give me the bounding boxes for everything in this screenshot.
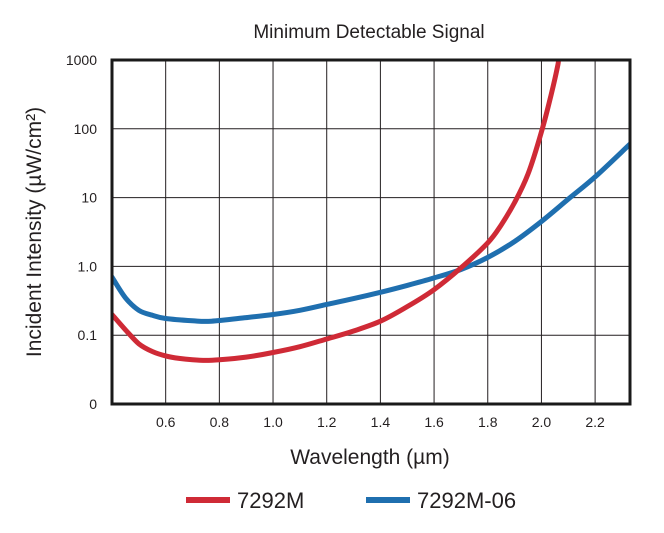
x-tick-labels: 0.6 0.8 1.0 1.2 1.4 1.6 1.8 2.0 2.2 (156, 414, 605, 430)
y-tick-label: 100 (74, 121, 98, 137)
y-tick-label: 1000 (66, 52, 97, 68)
x-tick-label: 1.6 (424, 414, 444, 430)
x-tick-label: 2.2 (585, 414, 605, 430)
plot-frame (110, 58, 632, 406)
y-tick-label: 0 (89, 396, 97, 412)
x-axis-label: Wavelength (µm) (290, 446, 450, 469)
y-tick-label: 0.1 (78, 327, 98, 343)
x-tick-label: 2.0 (532, 414, 552, 430)
grid (112, 60, 630, 404)
y-tick-labels: 0 0.1 1.0 10 100 1000 (66, 52, 97, 412)
y-axis-label: Incident Intensity (µW/cm²) (23, 107, 46, 357)
chart-title: Minimum Detectable Signal (253, 22, 484, 43)
x-tick-label: 1.8 (478, 414, 498, 430)
y-tick-label: 10 (81, 190, 97, 206)
x-tick-label: 1.2 (317, 414, 337, 430)
legend-label: 7292M (237, 488, 304, 513)
y-tick-label: 1.0 (78, 258, 98, 274)
series-line-0 (112, 60, 561, 363)
x-tick-label: 0.8 (210, 414, 230, 430)
legend-label: 7292M-06 (417, 488, 516, 513)
legend: 7292M 7292M-06 (186, 488, 516, 513)
series-line-1 (112, 141, 630, 324)
series-layer (112, 60, 630, 363)
x-tick-label: 0.6 (156, 414, 176, 430)
x-tick-label: 1.0 (263, 414, 283, 430)
plot-clip-group (112, 60, 630, 363)
x-tick-label: 1.4 (371, 414, 391, 430)
